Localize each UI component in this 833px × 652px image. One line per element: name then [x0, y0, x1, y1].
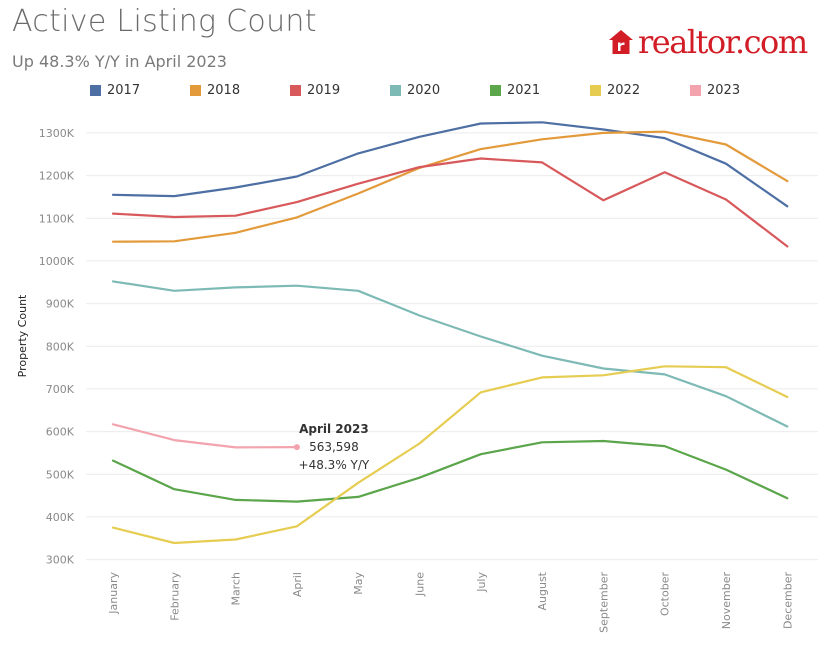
x-tick-label: April [291, 572, 304, 597]
x-tick-label: June [414, 572, 427, 597]
legend-swatch [590, 85, 601, 96]
chart-subtitle: Up 48.3% Y/Y in April 2023 [12, 52, 227, 71]
y-tick-label: 1100K [39, 212, 75, 225]
legend-item-2020: 2020 [390, 83, 440, 98]
series-line-2020 [111, 280, 789, 428]
legend-swatch [490, 85, 501, 96]
legend-swatch [90, 85, 101, 96]
legend-item-2021: 2021 [490, 83, 540, 98]
annotation-marker [293, 444, 300, 451]
annotation-value: 563,598 [309, 440, 359, 454]
legend-swatch [690, 85, 701, 96]
legend-label: 2020 [407, 83, 441, 98]
x-tick-label: May [352, 572, 365, 595]
legend-swatch [390, 85, 401, 96]
legend-swatch [190, 85, 201, 96]
legend-label: 2017 [107, 83, 141, 98]
y-tick-label: 600K [46, 426, 75, 439]
x-tick-label: March [230, 572, 243, 606]
house-icon [609, 30, 633, 54]
y-tick-label: 700K [46, 383, 75, 396]
x-tick-label: February [168, 572, 181, 621]
legend-swatch [290, 85, 301, 96]
logo-wordmark: realtor.com [638, 23, 808, 61]
x-tick-label: December [781, 572, 794, 630]
series-line-2018 [111, 130, 789, 243]
x-tick-label: November [720, 572, 733, 630]
y-axis-label: Property Count [16, 294, 29, 377]
y-tick-label: 500K [46, 468, 75, 481]
y-tick-label: 1300K [39, 127, 75, 140]
realtor-logo: realtor.com [608, 22, 808, 62]
y-tick-label: 800K [46, 340, 75, 353]
x-tick-label: January [107, 572, 120, 615]
legend-label: 2018 [207, 83, 241, 98]
chart-title: Active Listing Count [12, 4, 317, 39]
x-tick-label: September [597, 572, 610, 633]
series-line-2022 [111, 365, 789, 545]
series-line-2017 [111, 121, 789, 208]
annotation-change: +48.3% Y/Y [299, 458, 370, 472]
legend-item-2018: 2018 [190, 83, 240, 98]
legend-item-2019: 2019 [290, 83, 340, 98]
legend-label: 2021 [507, 83, 541, 98]
legend-label: 2023 [707, 83, 741, 98]
legend-item-2022: 2022 [590, 83, 640, 98]
x-tick-label: October [659, 572, 672, 616]
legend-item-2023: 2023 [690, 83, 740, 98]
y-tick-label: 400K [46, 511, 75, 524]
y-tick-label: 1000K [39, 255, 75, 268]
y-tick-label: 300K [46, 554, 75, 567]
series-line-2019 [111, 157, 789, 248]
x-tick-label: July [475, 572, 488, 593]
legend-label: 2022 [607, 83, 641, 98]
annotation-label: April 2023 [299, 422, 369, 436]
chart-legend: 2017 2018 2019 2020 2021 2022 2023 [90, 83, 790, 101]
y-tick-label: 1200K [39, 170, 75, 183]
y-tick-label: 900K [46, 298, 75, 311]
legend-label: 2019 [307, 83, 341, 98]
legend-item-2017: 2017 [90, 83, 140, 98]
x-tick-label: August [536, 571, 549, 610]
series-line-2021 [111, 439, 789, 503]
series-line-2023 [111, 423, 298, 449]
